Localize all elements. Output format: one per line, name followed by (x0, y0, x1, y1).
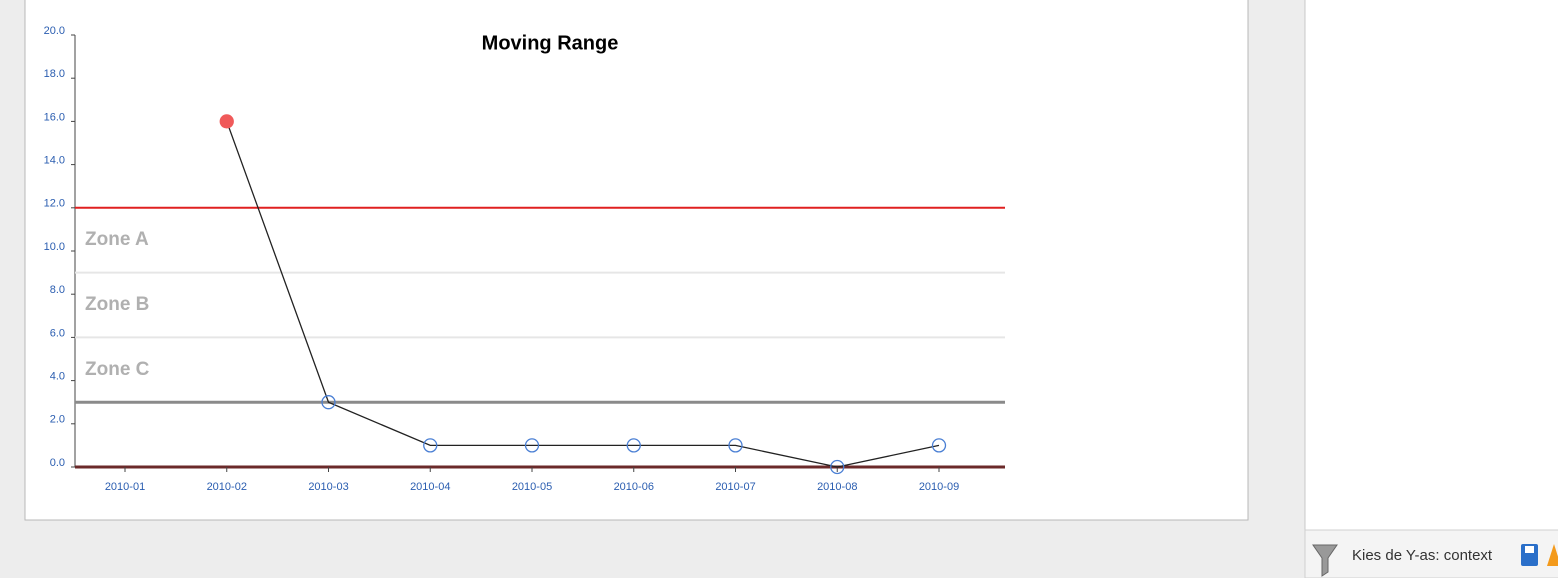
x-tick-label: 2010-06 (614, 481, 654, 493)
data-point (524, 438, 540, 453)
y-tick-label: 10.0 (44, 241, 65, 253)
y-tick-label: 18.0 (44, 68, 65, 80)
y-tick-label: 8.0 (50, 284, 65, 296)
zone-label: Zone A (85, 229, 149, 250)
side-panel (1304, 0, 1558, 578)
y-tick-label: 20.0 (44, 25, 65, 37)
data-point (830, 459, 845, 475)
series-line (226, 121, 940, 468)
side-toolbar (1304, 529, 1558, 578)
chart-title: Moving Range (482, 32, 619, 54)
x-tick-label: 2010-01 (105, 481, 145, 493)
y-tick-label: 4.0 (50, 371, 65, 383)
save-icon-label (1525, 546, 1534, 553)
data-point (728, 438, 743, 453)
filter-icon[interactable] (1312, 544, 1338, 577)
zone-label: Zone B (85, 294, 149, 315)
x-tick-label: 2010-04 (410, 481, 450, 493)
data-point (423, 438, 438, 453)
y-tick-label: 6.0 (50, 327, 65, 339)
zone-label: Zone C (85, 359, 150, 380)
x-tick-label: 2010-07 (715, 481, 755, 493)
y-tick-label: 16.0 (44, 111, 65, 123)
chart-panel (24, 0, 1249, 521)
y-tick-label: 14.0 (44, 155, 65, 167)
data-point (931, 438, 947, 453)
x-tick-label: 2010-03 (308, 481, 348, 493)
y-tick-label: 0.0 (50, 457, 65, 469)
x-tick-label: 2010-02 (207, 481, 247, 493)
y-axis-select[interactable]: Kies de Y-as: context (1352, 547, 1493, 564)
x-tick-label: 2010-05 (512, 481, 552, 493)
x-tick-label: 2010-09 (919, 481, 959, 493)
data-point (219, 114, 234, 129)
y-tick-label: 2.0 (50, 414, 65, 426)
data-point (626, 438, 641, 453)
warning-icon[interactable] (1547, 544, 1558, 566)
data-point (321, 395, 336, 410)
y-tick-label: 12.0 (44, 198, 65, 210)
x-tick-label: 2010-08 (817, 481, 857, 493)
